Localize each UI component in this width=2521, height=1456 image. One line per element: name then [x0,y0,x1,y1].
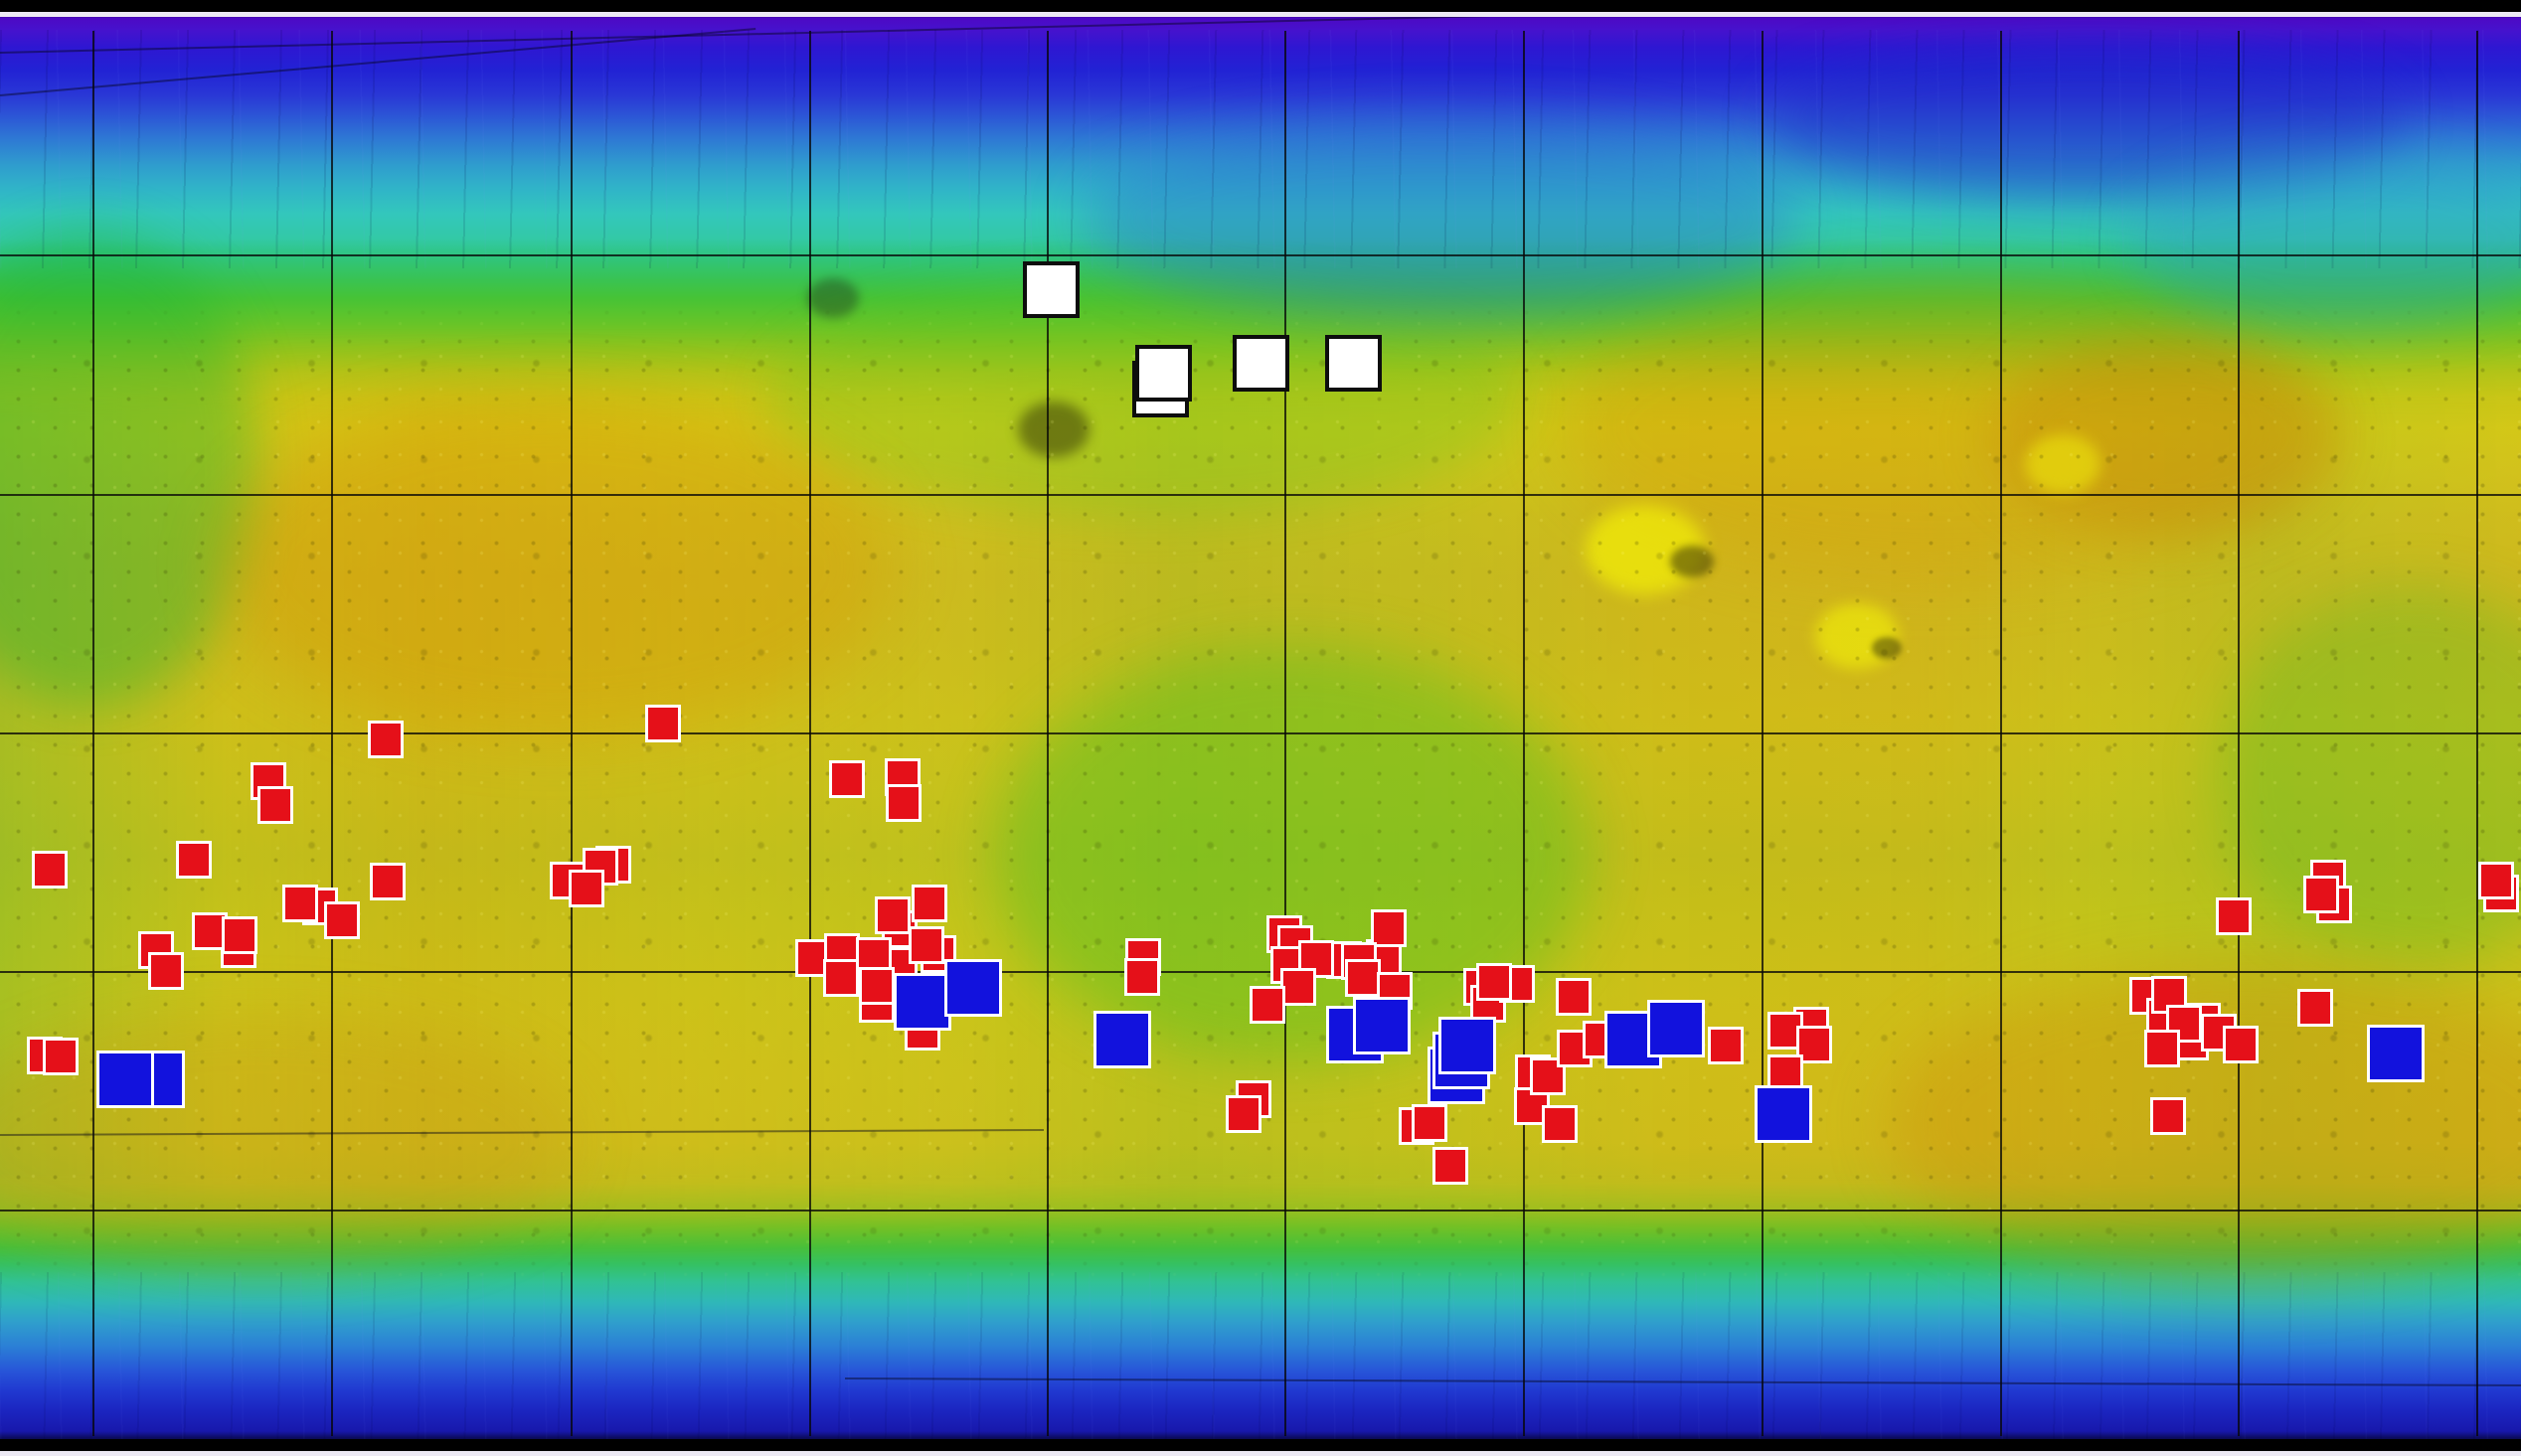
site-marker-red [829,760,865,798]
site-marker-red [2150,1097,2186,1135]
site-marker-red [859,967,895,1005]
site-marker-blue [1353,997,1411,1054]
site-marker-red [1476,963,1512,1001]
site-marker-red [1371,909,1407,947]
site-marker-red [823,959,859,997]
site-marker-red [909,926,944,964]
terrain-patch [1872,637,1902,659]
site-marker-red [1226,1095,1261,1133]
site-marker-white [1134,344,1192,402]
terrain-patch [1670,546,1714,577]
site-marker-red [2297,989,2333,1027]
site-marker-red [2223,1026,2259,1063]
site-marker-red [886,784,922,822]
site-marker-red [1124,958,1160,996]
site-marker-blue [1755,1085,1812,1143]
site-marker-red [222,916,257,954]
site-marker-blue [1438,1017,1496,1074]
grid-line-horizontal [0,1210,2521,1212]
site-marker-red [1432,1147,1468,1185]
site-marker-red [2303,876,2339,913]
site-marker-red [2216,897,2252,935]
frame-bottom-black-bar [0,1439,2521,1451]
site-marker-red [2478,862,2514,899]
terrain-patch [2127,149,2521,328]
terrain-patch [2217,586,2521,964]
site-marker-red [148,952,184,990]
frame-top-white-line [0,12,2521,17]
grid-line-horizontal [0,732,2521,734]
terrain-patch [0,1014,577,1272]
site-marker-red [2144,1030,2180,1067]
site-marker-red [1708,1027,1744,1064]
terrain-patch [1018,402,1090,457]
site-marker-red [1556,978,1592,1016]
site-marker-blue [1647,1000,1705,1057]
grid-line-horizontal [0,254,2521,256]
site-marker-red [569,870,604,907]
site-marker-white [1022,260,1080,318]
site-marker-red [2166,1005,2202,1043]
site-marker-blue [96,1051,154,1108]
site-marker-red [368,721,404,758]
terrain-patch [807,278,859,318]
grid-line-horizontal [0,494,2521,496]
site-marker-red [282,885,318,922]
site-marker-blue [894,973,951,1031]
site-marker-red [645,705,681,742]
site-marker-white [1232,334,1289,392]
site-marker-red [257,786,293,824]
polar-ridge-streaks-top [0,30,2521,268]
grid-line-horizontal [0,971,2521,973]
terrain-patch [1084,119,1799,318]
site-marker-red [324,901,360,939]
terrain-patch [1769,40,2406,199]
site-marker-blue [2367,1025,2425,1082]
site-marker-white [1324,334,1382,392]
site-marker-red [176,841,212,879]
site-marker-red [875,896,911,934]
site-marker-red [1542,1105,1578,1143]
site-marker-blue [1093,1011,1151,1068]
site-marker-red [912,885,947,922]
site-marker-red [1250,986,1285,1024]
site-marker-red [1412,1104,1447,1142]
site-marker-red [43,1038,79,1075]
crater-texture-overlay [0,298,2521,1292]
site-marker-blue [944,959,1002,1017]
polar-ridge-streaks-bottom [0,1272,2521,1439]
site-marker-red [32,851,68,889]
terrain-patch [0,229,258,706]
frame-bottom-white-line [0,1451,2521,1456]
site-marker-red [1280,968,1316,1006]
site-marker-red [1345,959,1381,997]
terrain-patch [2025,434,2101,494]
frame-top-black-bar [0,0,2521,12]
site-marker-red [370,863,406,900]
